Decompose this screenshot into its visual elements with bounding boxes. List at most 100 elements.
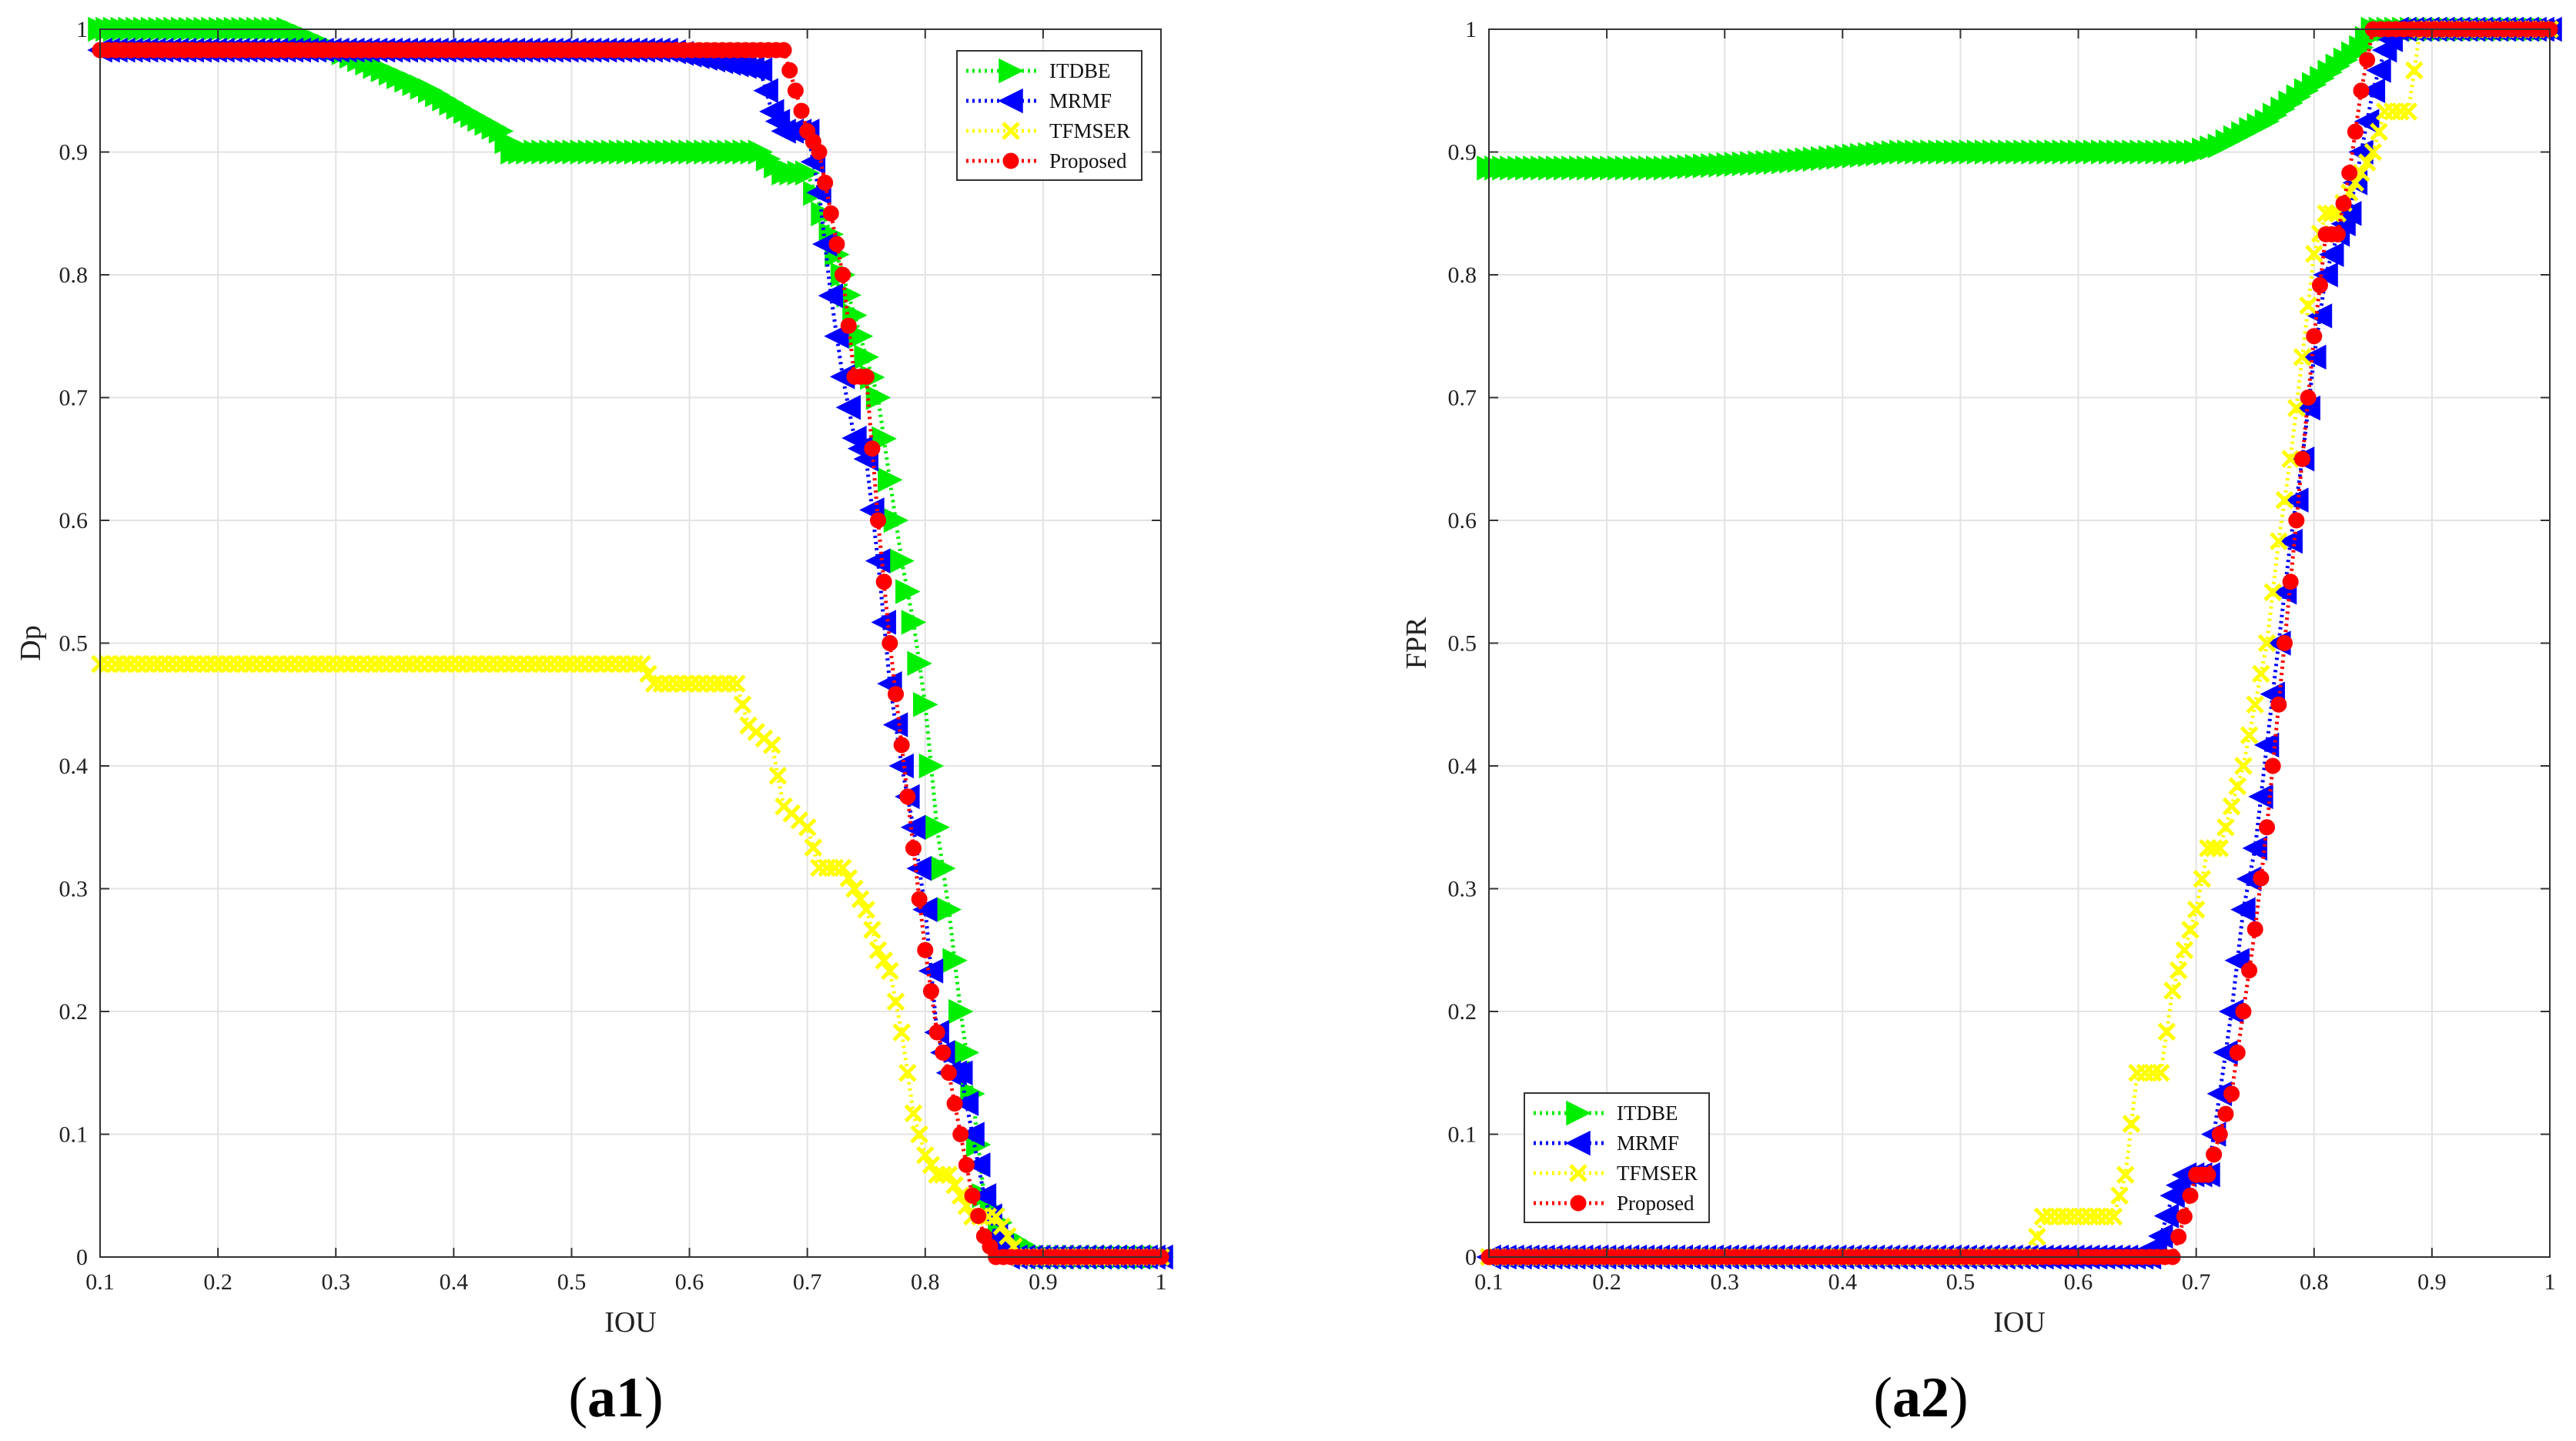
y-tick-label: 0.1 bbox=[59, 1122, 89, 1148]
data-point-proposed bbox=[2223, 1085, 2240, 1102]
data-point-proposed bbox=[2170, 1229, 2187, 1245]
data-point-tfmser bbox=[2228, 777, 2247, 796]
data-point-mrmf bbox=[865, 548, 891, 573]
data-point-tfmser bbox=[939, 1165, 958, 1184]
data-point-proposed bbox=[2341, 165, 2358, 182]
data-point-tfmser bbox=[2357, 153, 2377, 172]
data-point-itdbe bbox=[854, 344, 879, 370]
y-tick-label: 1 bbox=[76, 17, 88, 42]
x-tick-label: 1 bbox=[1156, 1269, 1167, 1295]
y-tick-label: 0 bbox=[76, 1245, 88, 1270]
data-point-tfmser bbox=[898, 1063, 917, 1082]
data-point-mrmf bbox=[918, 958, 944, 984]
data-point-proposed bbox=[2277, 635, 2293, 651]
data-point-tfmser bbox=[2210, 839, 2230, 858]
y-tick-label: 0.1 bbox=[1448, 1122, 1477, 1148]
data-point-proposed bbox=[875, 573, 892, 590]
y-tick-label: 0.4 bbox=[59, 754, 89, 779]
data-point-tfmser bbox=[633, 654, 652, 674]
panel-caption: (a1) bbox=[568, 1366, 663, 1429]
data-point-tfmser bbox=[2293, 348, 2312, 366]
legend-swatch-marker bbox=[1565, 1130, 1591, 1156]
data-point-tfmser bbox=[667, 674, 686, 693]
data-point-proposed bbox=[817, 174, 834, 191]
data-point-mrmf bbox=[900, 814, 926, 840]
x-tick-label: 0.7 bbox=[793, 1269, 822, 1295]
data-point-mrmf bbox=[906, 855, 932, 881]
data-point-tfmser bbox=[2193, 869, 2212, 888]
legend-label: MRMF bbox=[1049, 89, 1112, 112]
legend-box bbox=[956, 50, 1142, 181]
data-point-tfmser bbox=[2263, 583, 2282, 602]
data-point-mrmf bbox=[835, 395, 861, 420]
data-point-tfmser bbox=[851, 890, 870, 908]
y-tick-label: 0 bbox=[1465, 1245, 1477, 1270]
data-point-tfmser bbox=[2122, 1115, 2141, 1133]
data-point-tfmser bbox=[2181, 921, 2200, 939]
data-point-tfmser bbox=[992, 1217, 1012, 1235]
y-tick-label: 0.9 bbox=[59, 140, 89, 165]
series-proposed bbox=[92, 42, 1169, 1265]
x-tick-label: 0.5 bbox=[1946, 1269, 1975, 1295]
data-point-tfmser bbox=[674, 674, 694, 693]
data-point-proposed bbox=[781, 62, 798, 79]
data-point-proposed bbox=[899, 788, 916, 805]
data-point-tfmser bbox=[886, 992, 905, 1011]
y-tick-label: 0.5 bbox=[59, 631, 89, 657]
legend-label: MRMF bbox=[1617, 1132, 1679, 1155]
series-line-mrmf bbox=[1489, 27, 2550, 1259]
x-tick-label: 0.3 bbox=[1710, 1269, 1739, 1295]
data-point-mrmf bbox=[2242, 835, 2267, 861]
legend-swatch-marker bbox=[1569, 1164, 1587, 1182]
data-point-proposed bbox=[2217, 1105, 2234, 1122]
data-point-proposed bbox=[2311, 277, 2328, 294]
data-point-tfmser bbox=[2405, 61, 2424, 80]
data-point-tfmser bbox=[2275, 490, 2294, 510]
x-tick-label: 0.9 bbox=[1029, 1269, 1058, 1295]
legend-label: TFMSER bbox=[1049, 119, 1130, 142]
data-point-proposed bbox=[2253, 870, 2270, 887]
data-point-tfmser bbox=[2222, 797, 2241, 816]
chart-panel-a2: 0.1 0.2 0.3 0.4 0.5 0.6 0.7 0.8 0.9 100.10.20.30.… bbox=[1400, 16, 2563, 1429]
data-point-proposed bbox=[828, 236, 845, 252]
data-point-tfmser bbox=[2204, 839, 2223, 858]
legend-swatch-marker bbox=[1566, 1100, 1591, 1126]
data-point-tfmser bbox=[660, 674, 678, 693]
data-point-proposed bbox=[2300, 390, 2317, 406]
x-tick-label: 0.8 bbox=[2300, 1269, 2329, 1295]
data-point-proposed bbox=[2182, 1187, 2199, 1204]
data-point-itdbe bbox=[948, 998, 974, 1025]
legend-swatch-marker bbox=[1002, 152, 1019, 169]
data-point-mrmf bbox=[2366, 58, 2391, 83]
data-point-proposed bbox=[946, 1095, 963, 1112]
data-point-proposed bbox=[2211, 1126, 2228, 1142]
data-point-proposed bbox=[775, 42, 792, 59]
data-point-tfmser bbox=[2240, 726, 2259, 744]
data-point-itdbe bbox=[795, 160, 821, 186]
data-point-itdbe bbox=[865, 385, 892, 410]
legend-label: Proposed bbox=[1617, 1192, 1694, 1215]
data-point-tfmser bbox=[986, 1207, 1005, 1226]
x-tick-label: 0.5 bbox=[557, 1269, 587, 1295]
data-point-tfmser bbox=[644, 674, 664, 693]
data-point-tfmser bbox=[999, 1227, 1017, 1245]
x-tick-label: 0.2 bbox=[1592, 1269, 1621, 1295]
x-tick-label: 0.3 bbox=[321, 1269, 350, 1295]
data-point-tfmser bbox=[690, 674, 708, 693]
data-point-tfmser bbox=[2257, 634, 2277, 653]
data-point-tfmser bbox=[639, 664, 657, 684]
data-point-proposed bbox=[822, 205, 839, 222]
data-point-proposed bbox=[2229, 1044, 2246, 1061]
data-point-tfmser bbox=[833, 858, 852, 878]
data-point-proposed bbox=[2353, 82, 2370, 99]
legend-swatch-marker bbox=[998, 88, 1023, 114]
data-point-itdbe bbox=[913, 692, 938, 717]
data-point-tfmser bbox=[2151, 1063, 2170, 1082]
panel-caption: (a2) bbox=[1873, 1366, 1968, 1429]
y-tick-label: 0.3 bbox=[59, 877, 89, 902]
data-point-mrmf bbox=[818, 283, 844, 309]
data-point-tfmser bbox=[798, 817, 817, 837]
data-point-proposed bbox=[870, 512, 887, 529]
data-point-tfmser bbox=[2028, 1227, 2046, 1246]
